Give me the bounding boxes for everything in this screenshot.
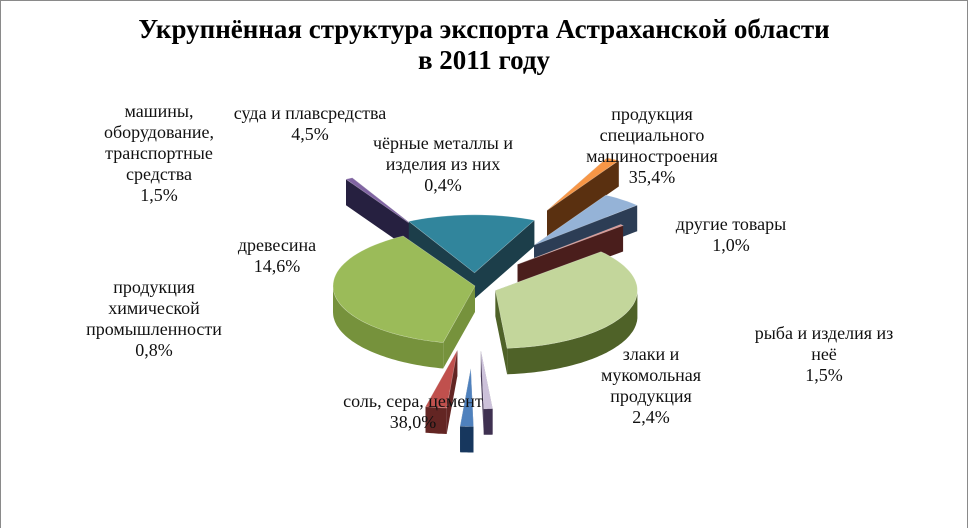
pie-slice-other [480,350,493,435]
slice-side-grain-0 [425,406,447,434]
label-machinery: продукция специального машиностроения 35… [586,104,718,187]
slice-top-wood [408,214,536,274]
slice-top-vehicles [546,157,620,211]
label-vehicles: машины, оборудование, транспортные средс… [104,101,214,205]
slice-side-other-0 [483,408,493,435]
pie-slice-chemical [345,177,419,256]
pie-slice-salt [332,235,476,369]
slice-wall-salt-0 [443,286,475,369]
chart-title-line-2: в 2011 году [417,45,551,75]
slice-top-machinery [495,251,638,349]
slice-top-fish [459,368,474,427]
slice-top-metals [517,224,625,265]
chart-title-line-1: Укрупнённая структура экспорта Астраханс… [138,14,830,44]
label-chemical: продукция химической промышленности 0,8% [86,277,222,360]
pie-slice-grain [425,350,458,434]
slice-side-salt-0 [333,286,444,369]
slice-top-grain [425,350,458,409]
label-salt: соль, сера, цемент 38,0% [343,391,483,432]
slice-wall-machinery-1 [495,290,508,375]
slice-wall-chemical-1 [352,177,418,256]
label-other: другие товары 1,0% [675,214,787,255]
slice-wall-vehicles-1 [547,160,619,237]
label-fish: рыба и изделия из неё 1,5% [754,323,894,385]
slice-side-fish-0 [460,426,474,453]
slice-wall-wood-1 [474,220,535,299]
slice-top-ships [533,194,639,246]
chart-title: Укрупнённая структура экспорта Астраханс… [0,14,968,76]
label-wood: древесина 14,6% [237,235,317,276]
label-grain: злаки и мукомольная продукция 2,4% [600,344,702,427]
pie-slice-fish [459,368,474,453]
slice-top-chemical [345,177,419,230]
slice-wall-other-1 [480,350,484,435]
pie-slice-machinery [495,251,638,375]
slice-top-salt [332,235,476,343]
pie-slice-vehicles [546,157,620,237]
label-ships: суда и плавсредства 4,5% [233,103,387,144]
label-metals: чёрные металлы и изделия из них 0,4% [372,133,514,195]
slice-side-machinery-0 [507,289,638,375]
slice-top-other [480,350,493,410]
